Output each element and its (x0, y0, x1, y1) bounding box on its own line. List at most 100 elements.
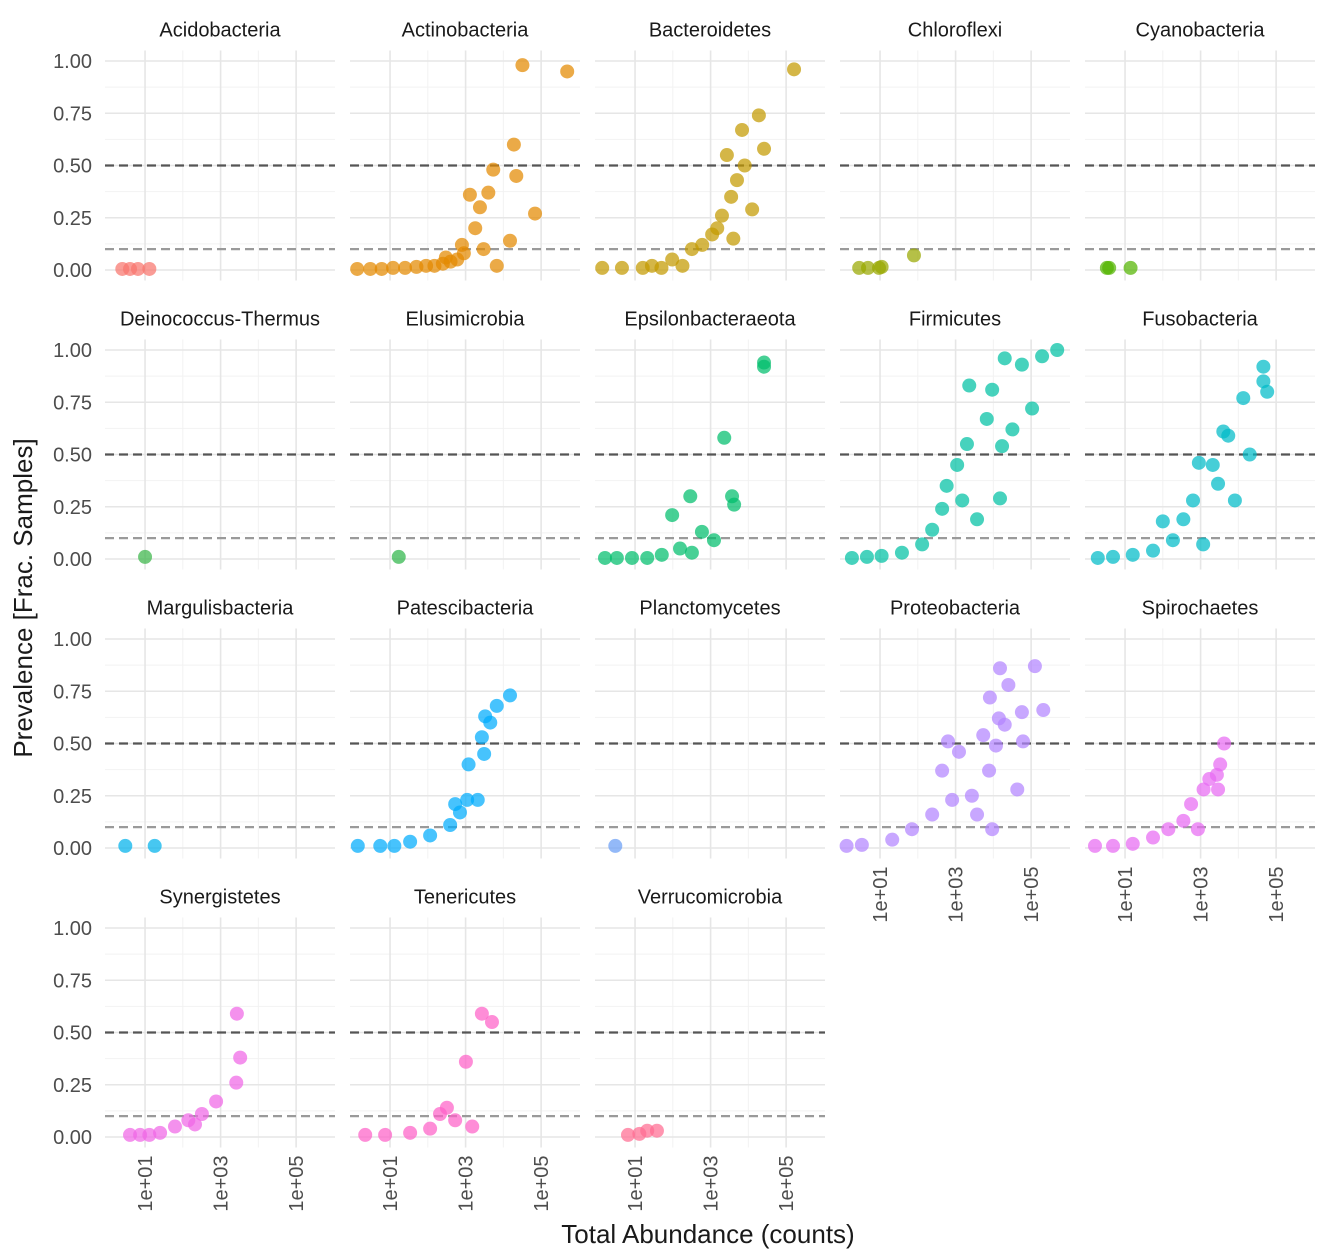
point (997, 351, 1012, 366)
point (726, 231, 741, 246)
y-tick-label: 0.00 (53, 1127, 92, 1149)
point (474, 730, 489, 745)
y-tick-label: 0.75 (53, 392, 92, 414)
point (993, 661, 1008, 676)
point (595, 260, 610, 275)
x-tick-label: 1e+05 (1266, 866, 1288, 922)
y-tick-label: 1.00 (53, 51, 92, 73)
y-tick-label: 0.75 (53, 681, 92, 703)
point (209, 1094, 224, 1109)
point (861, 260, 876, 275)
point (874, 548, 889, 563)
point (665, 252, 680, 267)
point (1027, 659, 1042, 674)
point (1025, 401, 1040, 416)
point (458, 1054, 473, 1069)
panel-title: Elusimicrobia (406, 309, 526, 331)
point (906, 248, 921, 263)
point (962, 378, 977, 393)
point (461, 757, 476, 772)
panel: Patescibacteria (350, 598, 580, 859)
y-tick-label: 0.25 (53, 786, 92, 808)
panel-title: Chloroflexi (908, 20, 1002, 42)
point (925, 807, 940, 822)
point (1010, 782, 1025, 797)
y-tick-label: 0.25 (53, 497, 92, 519)
point (474, 1006, 489, 1021)
point (854, 837, 869, 852)
point (1125, 836, 1140, 851)
point (1123, 260, 1138, 275)
point (1014, 705, 1029, 720)
point (363, 261, 378, 276)
point (153, 1125, 168, 1140)
panel: Elusimicrobia (350, 309, 580, 570)
point (976, 728, 991, 743)
point (874, 259, 889, 274)
point (997, 717, 1012, 732)
point (233, 1050, 248, 1065)
point (1001, 677, 1016, 692)
panel-title: Margulisbacteria (147, 598, 295, 620)
point (694, 524, 709, 539)
panel: Epsilonbacteraeota (595, 309, 825, 570)
point (597, 550, 612, 565)
point (654, 547, 669, 562)
point (915, 537, 930, 552)
point (1184, 797, 1199, 812)
point (684, 545, 699, 560)
y-tick-label: 0.50 (53, 156, 92, 178)
point (398, 260, 413, 275)
point (1036, 703, 1051, 718)
point (187, 1117, 202, 1132)
panel-title: Deinococcus-Thermus (120, 309, 320, 331)
point (1221, 428, 1236, 443)
point (358, 1127, 373, 1142)
point (1191, 455, 1206, 470)
x-tick-label: 1e+05 (776, 1155, 798, 1211)
point (1190, 822, 1205, 837)
point (988, 738, 1003, 753)
panel-title: Cyanobacteria (1136, 20, 1266, 42)
y-axis-title: Prevalence [Frac. Samples] (8, 438, 38, 757)
point (695, 237, 710, 252)
point (476, 242, 491, 257)
panel: Proteobacteria 1e+01 1e+03 1e+05 (839, 598, 1070, 923)
point (374, 261, 389, 276)
point (885, 832, 900, 847)
point (423, 828, 438, 843)
y-tick-label: 0.50 (53, 1023, 92, 1045)
point (1125, 547, 1140, 562)
point (935, 501, 950, 516)
point (470, 792, 485, 807)
point (1176, 512, 1191, 527)
point (964, 788, 979, 803)
point (982, 690, 997, 705)
point (995, 439, 1010, 454)
point (1087, 838, 1102, 853)
point (993, 491, 1008, 506)
point (985, 382, 1000, 397)
point (118, 838, 133, 853)
point (1196, 537, 1211, 552)
point (935, 763, 950, 778)
point (941, 734, 956, 749)
point (438, 250, 453, 265)
point (757, 359, 772, 374)
point (484, 1015, 499, 1030)
y-tick-label: 0.00 (53, 549, 92, 571)
point (1106, 838, 1121, 853)
point (489, 258, 504, 273)
point (123, 1127, 138, 1142)
point (1090, 550, 1105, 565)
panel: Tenericutes 1e+01 1e+03 1e+05 (350, 887, 580, 1212)
point (925, 522, 940, 537)
point (985, 822, 1000, 837)
x-tick-label: 1e+01 (870, 866, 892, 922)
point (350, 838, 365, 853)
point (1005, 422, 1020, 437)
panel-title: Epsilonbacteraeota (624, 309, 796, 331)
point (939, 478, 954, 493)
x-tick-label: 1e+03 (211, 1155, 233, 1211)
point (745, 202, 760, 217)
